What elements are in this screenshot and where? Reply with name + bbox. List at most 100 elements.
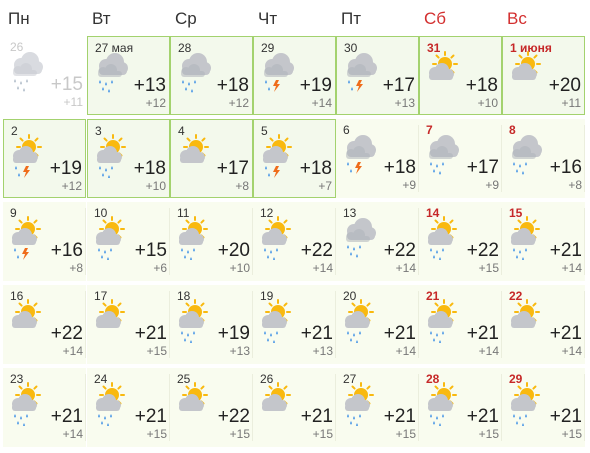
day-date: 26	[10, 40, 24, 54]
sun-cloud-rain-icon	[424, 299, 462, 344]
day-low-temp: +8	[69, 261, 83, 275]
day-high-temp: +22	[466, 240, 499, 261]
day-high-temp: +19	[217, 323, 250, 344]
sun-cloud-rain-icon	[507, 216, 545, 261]
sun-cloud-icon	[8, 299, 46, 343]
cloud-rain-icon	[424, 133, 462, 177]
day-cell[interactable]: 1 июня +20 +11	[502, 36, 585, 115]
day-low-temp: +14	[395, 261, 416, 275]
day-low-temp: +10	[477, 96, 498, 110]
day-low-temp: +15	[146, 427, 167, 441]
day-high-temp: +21	[383, 323, 416, 344]
day-cell[interactable]: 12 +22 +14	[253, 202, 336, 281]
day-cell[interactable]: 14 +22 +15	[419, 202, 502, 281]
day-high-temp: +21	[134, 323, 167, 344]
day-high-temp: +19	[49, 158, 82, 179]
day-date: 19	[260, 289, 274, 303]
day-high-temp: +21	[466, 406, 499, 427]
day-cell[interactable]: 15 +21 +14	[502, 202, 585, 281]
day-cell[interactable]: 20 +21 +14	[336, 285, 419, 364]
day-cell[interactable]: 28 +18 +12	[170, 36, 253, 115]
day-low-temp: +15	[561, 427, 582, 441]
day-cell[interactable]: 27 +21 +15	[336, 368, 419, 447]
day-date: 5	[261, 124, 268, 138]
day-high-temp: +22	[383, 240, 416, 261]
day-cell[interactable]: 16 +22 +14	[3, 285, 86, 364]
sun-cloud-rain-icon	[175, 299, 213, 344]
day-low-temp: +15	[229, 427, 250, 441]
day-date: 30	[344, 41, 358, 55]
sun-cloud-icon	[508, 51, 546, 95]
day-cell[interactable]: 9 +16 +8	[3, 202, 86, 281]
day-cell[interactable]: 24 +21 +15	[87, 368, 170, 447]
day-cell[interactable]: 3 +18 +10	[87, 119, 170, 198]
day-cell[interactable]: 4 +17 +8	[170, 119, 253, 198]
day-low-temp: +14	[561, 344, 582, 358]
day-cell[interactable]: 17 +21 +15	[87, 285, 170, 364]
day-cell[interactable]: 5 +18 +7	[253, 119, 336, 198]
cloud-thunder-icon	[342, 51, 380, 95]
day-date: 25	[177, 372, 191, 386]
day-cell[interactable]: 8 +16 +8	[502, 119, 585, 198]
sun-cloud-rain-icon	[341, 299, 379, 344]
day-low-temp: +15	[312, 427, 333, 441]
day-high-temp: +16	[549, 157, 582, 178]
sun-cloud-rain-icon	[258, 299, 296, 344]
weekday-header: Чт	[258, 9, 278, 28]
day-low-temp: +6	[153, 261, 167, 275]
day-cell[interactable]: 28 +21 +15	[419, 368, 502, 447]
day-cell[interactable]: 29 +19 +14	[253, 36, 336, 115]
day-cell[interactable]: 25 +22 +15	[170, 368, 253, 447]
weekday-header: Вс	[507, 9, 527, 28]
day-low-temp: +14	[311, 96, 332, 110]
day-high-temp: +21	[549, 406, 582, 427]
sun-cloud-rain-icon	[92, 216, 130, 261]
day-high-temp: +22	[50, 323, 83, 344]
day-cell[interactable]: 26 +21 +15	[253, 368, 336, 447]
day-date: 17	[94, 289, 108, 303]
cloud-rain-icon	[176, 51, 214, 95]
day-low-temp: +14	[478, 344, 499, 358]
day-date: 26	[260, 372, 274, 386]
day-cell[interactable]: 29 +21 +15	[502, 368, 585, 447]
day-date: 3	[95, 124, 102, 138]
day-high-temp: +22	[300, 240, 333, 261]
day-date: 10	[94, 206, 108, 220]
day-high-temp: +20	[217, 240, 250, 261]
day-high-temp: +13	[133, 75, 166, 96]
day-high-temp: +17	[216, 158, 249, 179]
day-cell[interactable]: 21 +21 +14	[419, 285, 502, 364]
weekday-header: Пт	[341, 9, 362, 28]
day-low-temp: +12	[145, 96, 166, 110]
day-cell[interactable]: 18 +19 +13	[170, 285, 253, 364]
day-date: 1 июня	[510, 41, 552, 55]
day-cell[interactable]: 31 +18 +10	[419, 36, 502, 115]
day-date: 20	[343, 289, 357, 303]
day-cell[interactable]: 6 +18 +9	[336, 119, 419, 198]
cloud-rain-icon	[93, 51, 131, 95]
day-cell[interactable]: 2 +19 +12	[3, 119, 86, 198]
day-high-temp: +21	[134, 406, 167, 427]
sun-cloud-rain-icon	[341, 382, 379, 427]
day-date: 29	[509, 372, 523, 386]
day-high-temp: +19	[299, 75, 332, 96]
day-cell[interactable]: 27 мая +13 +12	[87, 36, 170, 115]
day-low-temp: +9	[485, 178, 499, 192]
day-cell[interactable]: 26 +15 +11	[3, 36, 86, 115]
day-cell[interactable]: 22 +21 +14	[502, 285, 585, 364]
day-cell[interactable]: 10 +15 +6	[87, 202, 170, 281]
day-low-temp: +12	[228, 96, 249, 110]
day-cell[interactable]: 19 +21 +13	[253, 285, 336, 364]
day-low-temp: +14	[62, 344, 83, 358]
day-date: 28	[178, 41, 192, 55]
day-date: 27	[343, 372, 357, 386]
day-cell[interactable]: 11 +20 +10	[170, 202, 253, 281]
day-low-temp: +14	[395, 344, 416, 358]
weekday-header: Сб	[424, 9, 447, 28]
day-cell[interactable]: 7 +17 +9	[419, 119, 502, 198]
day-cell[interactable]: 13 +22 +14	[336, 202, 419, 281]
day-cell[interactable]: 23 +21 +14	[3, 368, 86, 447]
day-low-temp: +14	[62, 427, 83, 441]
day-cell[interactable]: 30 +17 +13	[336, 36, 419, 115]
